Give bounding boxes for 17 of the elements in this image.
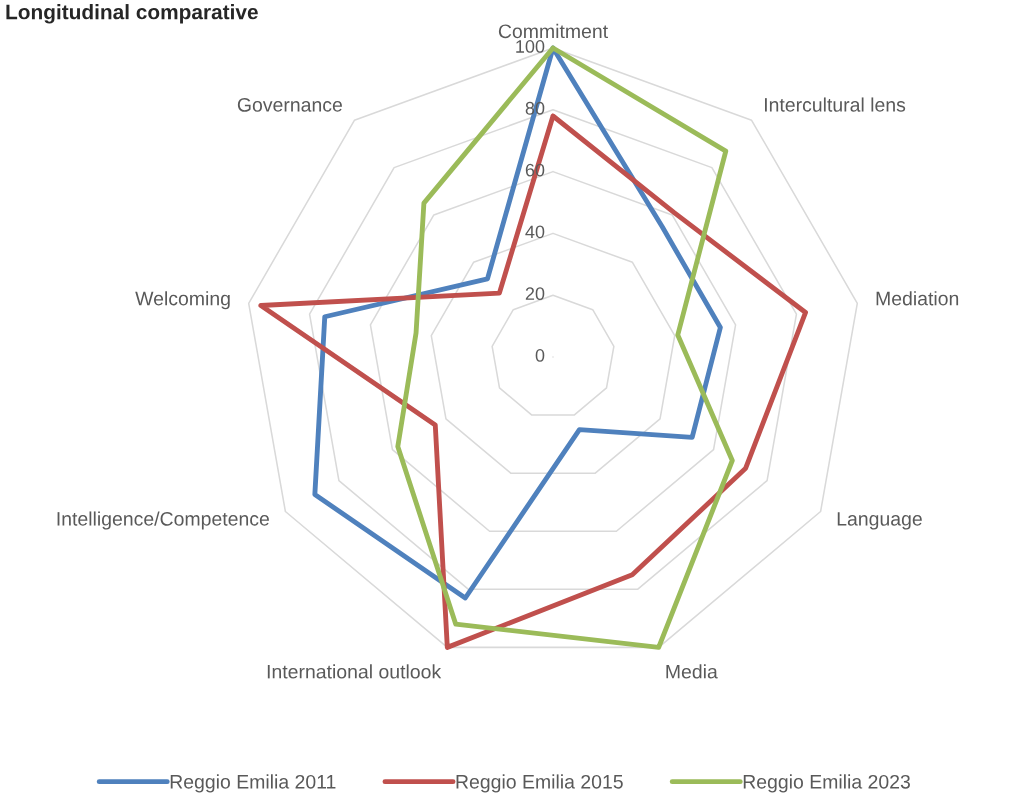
legend-label: Reggio Emilia 2011 (170, 774, 336, 793)
spoke-label: Media (666, 664, 718, 679)
legend-label: Reggio Emilia 2015 (456, 774, 623, 793)
y-tick-label: 40 (525, 225, 545, 239)
spoke-label: Governance (237, 97, 342, 112)
spoke-label: International outlook (267, 664, 442, 679)
spoke-label: Intercultural lens (764, 97, 906, 112)
spoke-label: Language (837, 512, 922, 530)
y-tick-label: 100 (516, 40, 545, 53)
spoke-label: Commitment (498, 23, 608, 39)
spoke-label: Welcoming (135, 291, 230, 310)
chart-title: Longitudinal comparative (6, 4, 258, 24)
y-tick-label: 0 (535, 349, 545, 362)
spoke-label: Intelligence/Competence (57, 511, 269, 530)
legend-label: Reggio Emilia 2023 (743, 774, 910, 793)
spoke-label: Mediation (876, 291, 959, 306)
y-tick-label: 20 (525, 287, 545, 301)
